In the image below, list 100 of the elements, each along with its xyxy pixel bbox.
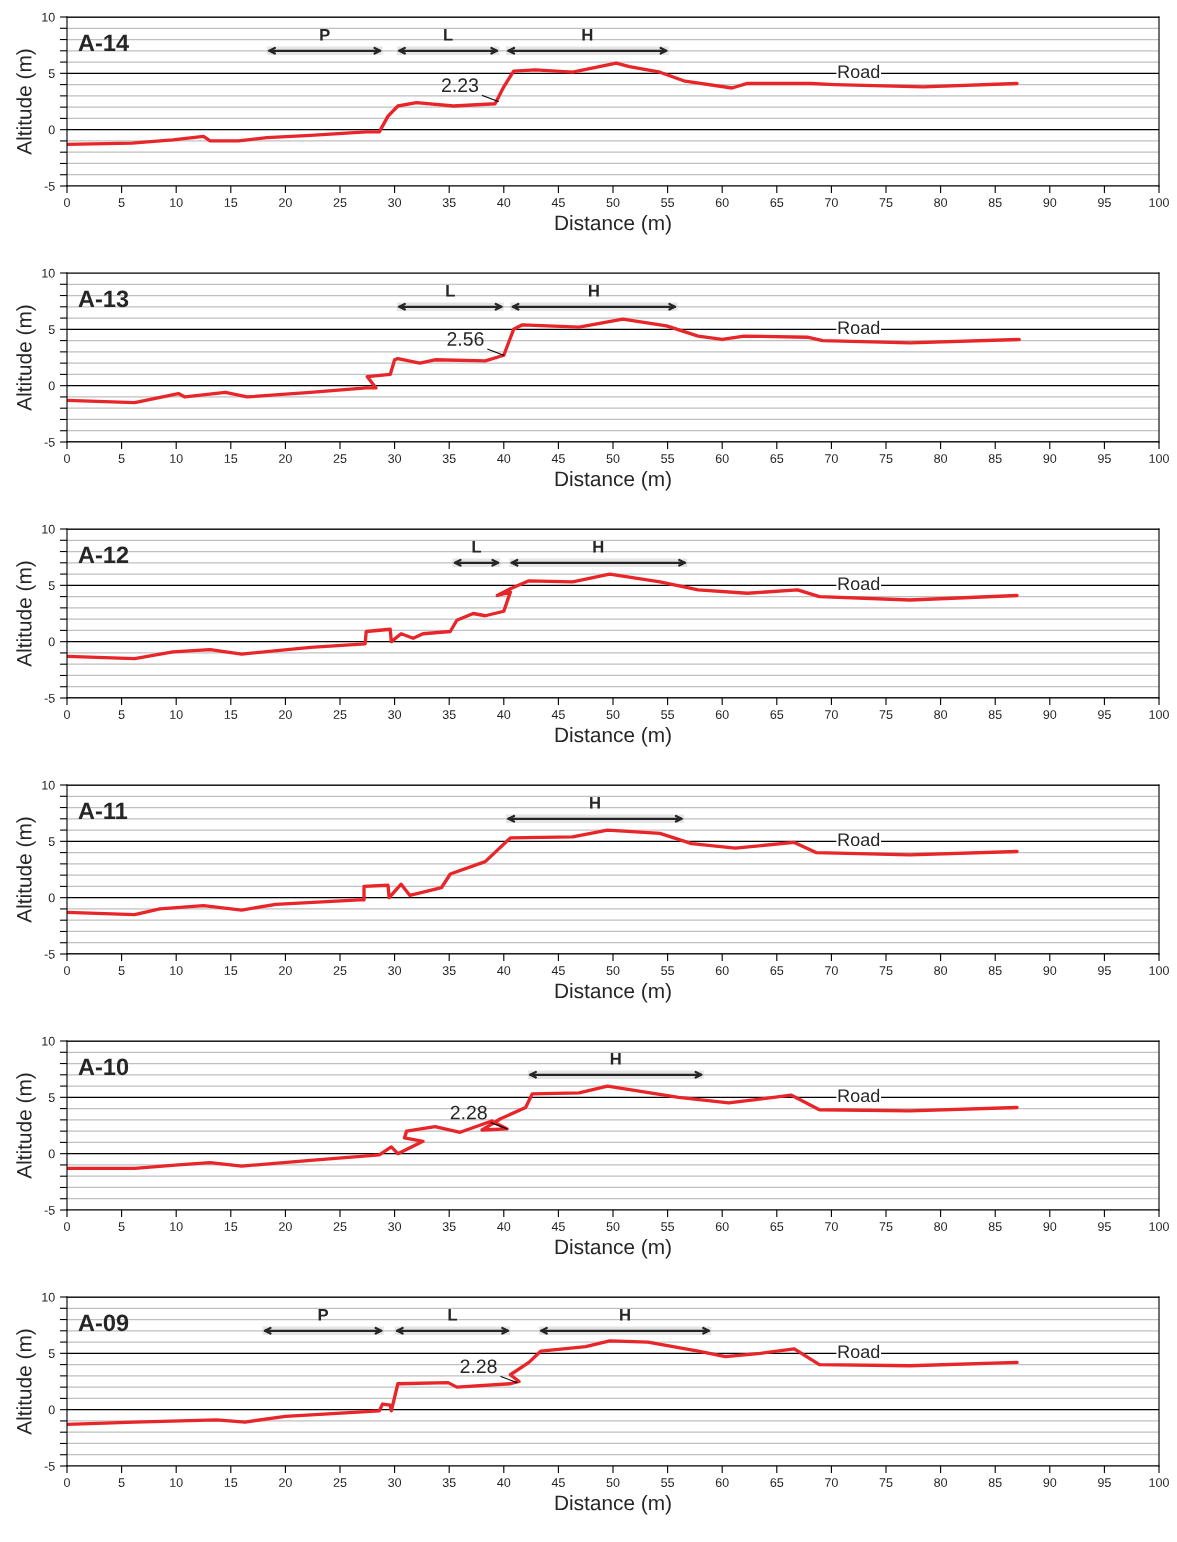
x-tick-label: 100: [1149, 198, 1169, 207]
x-tick-label: 60: [715, 198, 729, 207]
x-tick-label: 5: [118, 198, 125, 207]
x-tick-label: 75: [879, 198, 893, 207]
x-tick-label: 40: [497, 966, 511, 975]
x-tick-label: 75: [879, 1222, 893, 1231]
x-tick-label: 35: [442, 1478, 456, 1487]
x-tick-label: 90: [1043, 454, 1057, 463]
x-tick-label: 50: [606, 198, 620, 207]
annotation: Road: [838, 1344, 880, 1359]
x-tick-label: 35: [442, 1222, 456, 1231]
x-tick-label: 95: [1098, 454, 1111, 463]
y-tick-label: 0: [48, 1149, 55, 1159]
x-tick-label: 100: [1149, 966, 1169, 975]
annotation: 2.28: [450, 1105, 487, 1120]
x-tick-label: 30: [388, 1222, 402, 1231]
x-tick-label: 70: [825, 454, 838, 463]
y-tick-label: -5: [44, 693, 55, 703]
y-axis-title: Altitude (m): [16, 305, 36, 411]
x-tick-label: 0: [64, 966, 70, 975]
x-tick-label: 75: [879, 710, 893, 719]
x-tick-label: 90: [1043, 1478, 1057, 1487]
x-tick-label: 60: [715, 710, 729, 719]
x-axis-title: Distance (m): [555, 471, 671, 491]
x-tick-label: 60: [715, 1222, 729, 1231]
x-tick-label: 70: [825, 710, 838, 719]
band-label: H: [590, 797, 600, 809]
x-tick-label: 65: [770, 198, 784, 207]
x-tick-label: 65: [770, 710, 784, 719]
x-axis-title: Distance (m): [555, 983, 671, 1003]
x-tick-label: 85: [988, 710, 1002, 719]
line-series: [67, 1339, 1019, 1426]
x-tick-label: 80: [934, 1478, 948, 1487]
x-tick-label: 55: [661, 1222, 675, 1231]
text: A-10: [78, 1058, 129, 1076]
y-tick-label: 0: [48, 893, 55, 903]
annotation: 2.28: [460, 1359, 497, 1374]
x-tick-label: 75: [879, 966, 893, 975]
line-series: [67, 828, 1019, 917]
x-tick-label: 80: [934, 1222, 948, 1231]
x-tick-label: 85: [988, 966, 1002, 975]
x-tick-label: 0: [64, 1222, 70, 1231]
x-tick-label: 70: [825, 966, 838, 975]
x-tick-label: 65: [770, 1478, 784, 1487]
y-axis-title: Altitude (m): [16, 49, 36, 155]
x-tick-label: 0: [64, 710, 70, 719]
x-tick-label: 15: [224, 1478, 238, 1487]
x-tick-label: 95: [1098, 198, 1111, 207]
text: A-09: [78, 1314, 129, 1332]
x-tick-label: 40: [497, 710, 511, 719]
x-tick-label: 50: [606, 1222, 620, 1231]
y-tick-label: 10: [42, 12, 55, 22]
y-tick-label: 10: [42, 1036, 55, 1046]
x-tick-label: 10: [170, 198, 183, 207]
x-tick-label: 55: [661, 1478, 675, 1487]
band-label: H: [588, 285, 599, 297]
y-tick-label: 0: [48, 1405, 55, 1415]
y-tick-label: -5: [44, 181, 55, 191]
x-tick-label: 40: [497, 1222, 511, 1231]
x-tick-label: 35: [442, 710, 456, 719]
y-axis-title: Altitude (m): [16, 561, 36, 667]
x-tick-label: 5: [118, 454, 125, 463]
line-series: [67, 317, 1021, 405]
y-tick-label: 0: [48, 637, 55, 647]
x-tick-label: 20: [279, 454, 292, 463]
x-tick-label: 100: [1149, 1222, 1169, 1231]
x-tick-label: 60: [715, 454, 729, 463]
x-tick-label: 50: [606, 710, 620, 719]
y-tick-label: 5: [48, 1093, 55, 1102]
x-tick-label: 30: [388, 710, 402, 719]
y-axis-title: Altitude (m): [16, 1073, 36, 1179]
band-label: H: [593, 541, 604, 553]
x-tick-label: 85: [988, 1222, 1002, 1231]
annotation: 2.56: [447, 332, 484, 346]
x-tick-label: 10: [170, 1478, 183, 1487]
x-tick-label: 30: [388, 454, 402, 463]
x-tick-label: 100: [1149, 1478, 1169, 1487]
text: A-11: [78, 802, 128, 820]
annotation: Road: [838, 832, 880, 847]
x-tick-label: 65: [770, 454, 784, 463]
x-tick-label: 45: [551, 1478, 565, 1487]
annotation: Road: [838, 320, 880, 335]
x-tick-label: 50: [606, 454, 620, 463]
x-tick-label: 30: [388, 1478, 402, 1487]
x-tick-label: 5: [118, 1478, 125, 1487]
y-tick-label: 10: [42, 1292, 55, 1302]
x-tick-label: 95: [1098, 1478, 1111, 1487]
x-tick-label: 15: [224, 198, 238, 207]
x-tick-label: 25: [333, 710, 347, 719]
band-label: L: [444, 29, 453, 41]
x-tick-label: 45: [551, 198, 565, 207]
x-tick-label: 5: [118, 710, 125, 719]
x-tick-label: 30: [388, 966, 402, 975]
band-label: L: [448, 1309, 458, 1321]
band-label: P: [318, 1309, 329, 1321]
x-tick-label: 60: [715, 1478, 729, 1487]
x-tick-label: 85: [988, 1478, 1002, 1487]
x-tick-label: 65: [770, 1222, 784, 1231]
x-tick-label: 75: [879, 1478, 893, 1487]
y-axis-title: Altitude (m): [16, 1329, 36, 1435]
